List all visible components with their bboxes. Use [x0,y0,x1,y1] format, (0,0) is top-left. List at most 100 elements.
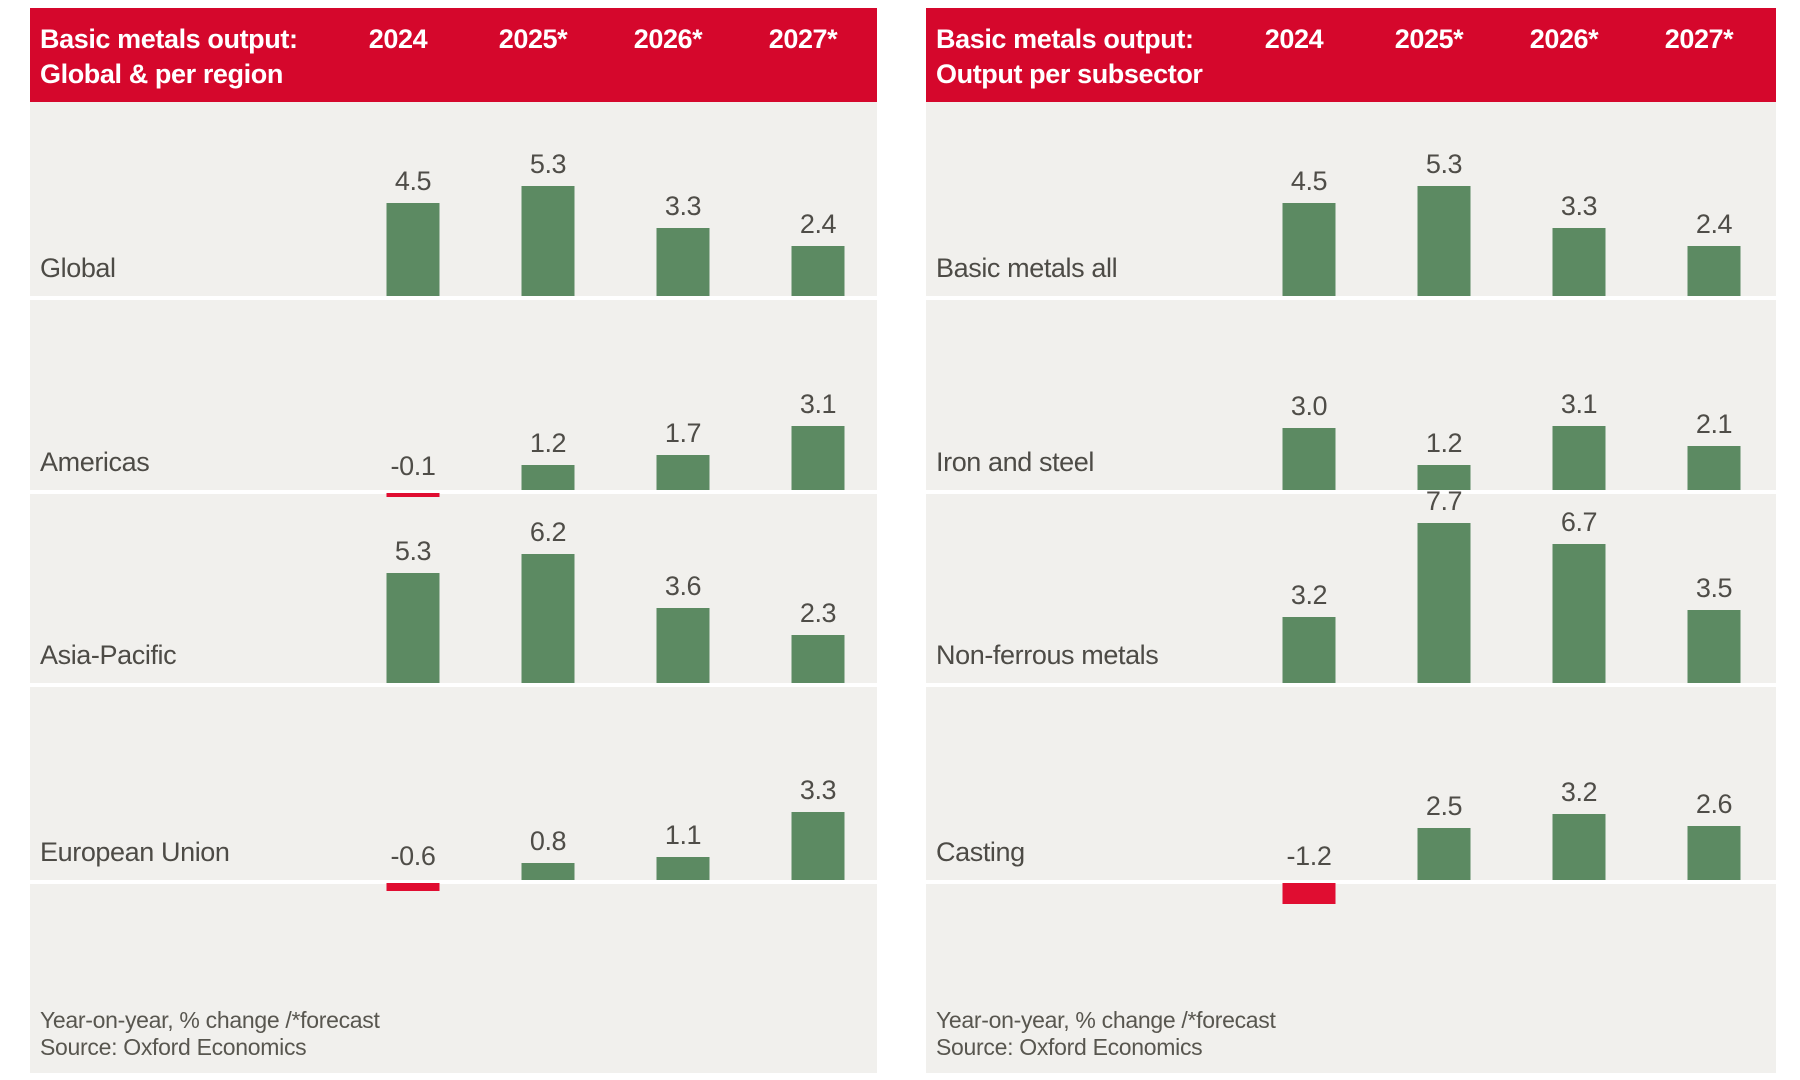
column-header-2027: 2027* [1664,24,1734,54]
panel-title-line1: Basic metals output: [936,24,1194,54]
value-label-basic-metals-all-2025: 5.3 [1425,149,1463,179]
value-label-iron-and-steel-2026: 3.1 [1560,388,1598,419]
bar-casting-2024 [1282,883,1336,904]
row-label-casting: Casting [936,837,1025,867]
chart-source: Source: Oxford Economics [936,1034,1203,1060]
bar-casting-2027 [1687,826,1741,880]
panel-title: Basic metals output: Global & per region [40,22,298,92]
value-label-iron-and-steel-2027: 2.1 [1695,409,1733,440]
value-label-americas-2025: 1.2 [529,428,567,459]
bar-european-union-2024 [386,883,440,892]
chart-row-casting: Casting -1.2 2.5 3.2 2.6 [926,687,1776,904]
chart-panel-global-per-region: Basic metals output: Global & per region… [30,8,877,1073]
panel-header: Basic metals output: Output per subsecto… [926,8,1776,102]
chart-panel-output-per-subsector: Basic metals output: Output per subsecto… [926,8,1776,1073]
value-label-asia-pacific-2026: 3.6 [664,571,702,602]
chart-row-iron-and-steel: Iron and steel 3.0 1.2 3.1 2.1 [926,300,1776,490]
bar-global-2027 [791,246,845,296]
chart-rows: Global 4.5 5.3 3.3 2.4 Americas -0.1 1.2 1.7 3.1 A… [30,102,877,892]
value-label-americas-2024: -0.1 [390,451,436,481]
bar-americas-2025 [521,465,575,490]
column-header-2025: 2025* [1394,24,1464,54]
value-label-basic-metals-all-2026: 3.3 [1560,190,1598,221]
bar-european-union-2026 [656,857,710,880]
value-label-non-ferrous-metals-2027: 3.5 [1695,573,1733,604]
row-label-asia-pacific: Asia-Pacific [40,640,177,670]
bar-non-ferrous-metals-2024 [1282,616,1336,683]
value-label-european-union-2027: 3.3 [799,774,837,805]
chart-row-americas: Americas -0.1 1.2 1.7 3.1 [30,300,877,497]
value-label-americas-2027: 3.1 [799,388,837,419]
bar-basic-metals-all-2024 [1282,202,1336,296]
chart-row-basic-metals-all: Basic metals all 4.5 5.3 3.3 2.4 [926,102,1776,296]
bar-global-2024 [386,202,440,296]
panel-footer: Year-on-year, % change /*forecast Source… [30,884,877,1073]
bar-global-2025 [521,186,575,296]
value-label-global-2026: 3.3 [664,190,702,221]
bar-global-2026 [656,227,710,296]
column-header-2026: 2026* [1529,24,1599,54]
value-label-basic-metals-all-2024: 4.5 [1290,165,1328,196]
chart-rows: Basic metals all 4.5 5.3 3.3 2.4 Iron and ste… [926,102,1776,904]
value-label-european-union-2024: -0.6 [390,841,436,871]
chart-footnote: Year-on-year, % change /*forecast [936,1007,1276,1033]
column-header-2027: 2027* [768,24,838,54]
value-label-asia-pacific-2027: 2.3 [799,598,837,629]
row-label-global: Global [40,253,116,283]
row-label-americas: Americas [40,447,150,477]
value-label-iron-and-steel-2024: 3.0 [1290,390,1328,421]
panel-title-line2: Output per subsector [936,59,1203,89]
value-label-iron-and-steel-2025: 1.2 [1425,428,1463,459]
value-label-casting-2024: -1.2 [1286,841,1332,871]
value-label-global-2024: 4.5 [394,165,432,196]
bar-european-union-2027 [791,811,845,880]
value-label-casting-2025: 2.5 [1425,791,1463,822]
chart-row-non-ferrous-metals: Non-ferrous metals 3.2 7.7 6.7 3.5 [926,486,1776,683]
bar-casting-2026 [1552,813,1606,880]
bar-americas-2024 [386,493,440,497]
value-label-global-2025: 5.3 [529,149,567,179]
footer-block: Year-on-year, % change /*forecast Source… [40,1007,380,1061]
panel-footer: Year-on-year, % change /*forecast Source… [926,884,1776,1073]
bar-asia-pacific-2027 [791,635,845,683]
bar-iron-and-steel-2025 [1417,465,1471,490]
bar-americas-2026 [656,454,710,490]
bar-non-ferrous-metals-2027 [1687,610,1741,683]
row-label-european-union: European Union [40,837,230,867]
value-label-non-ferrous-metals-2024: 3.2 [1290,579,1328,610]
bar-casting-2025 [1417,828,1471,880]
bar-non-ferrous-metals-2025 [1417,523,1471,683]
bar-iron-and-steel-2024 [1282,427,1336,490]
value-label-non-ferrous-metals-2026: 6.7 [1560,507,1598,537]
panel-title-line2: Global & per region [40,59,283,89]
value-label-casting-2026: 3.2 [1560,776,1598,807]
column-header-2024: 2024 [1264,24,1324,54]
chart-row-asia-pacific: Asia-Pacific 5.3 6.2 3.6 2.3 [30,494,877,683]
value-label-non-ferrous-metals-2025: 7.7 [1425,486,1463,517]
bar-iron-and-steel-2026 [1552,425,1606,490]
value-label-asia-pacific-2025: 6.2 [529,517,567,548]
value-label-americas-2026: 1.7 [664,417,702,448]
bar-americas-2027 [791,425,845,490]
value-label-casting-2027: 2.6 [1695,789,1733,819]
bar-iron-and-steel-2027 [1687,446,1741,490]
bar-asia-pacific-2026 [656,608,710,683]
panel-header: Basic metals output: Global & per region… [30,8,877,102]
value-label-asia-pacific-2024: 5.3 [394,536,432,566]
panel-title: Basic metals output: Output per subsecto… [936,22,1203,92]
bar-asia-pacific-2024 [386,573,440,683]
bar-non-ferrous-metals-2026 [1552,544,1606,683]
column-header-2024: 2024 [368,24,428,54]
row-label-basic-metals-all: Basic metals all [936,253,1118,283]
bar-basic-metals-all-2027 [1687,246,1741,296]
chart-row-european-union: European Union -0.6 0.8 1.1 3.3 [30,687,877,892]
chart-source: Source: Oxford Economics [40,1034,307,1060]
row-label-iron-and-steel: Iron and steel [936,447,1095,477]
value-label-european-union-2026: 1.1 [664,820,702,851]
column-header-2026: 2026* [633,24,703,54]
bar-basic-metals-all-2025 [1417,186,1471,296]
footer-block: Year-on-year, % change /*forecast Source… [936,1007,1276,1061]
column-header-2025: 2025* [498,24,568,54]
chart-footnote: Year-on-year, % change /*forecast [40,1007,380,1033]
panel-title-line1: Basic metals output: [40,24,298,54]
